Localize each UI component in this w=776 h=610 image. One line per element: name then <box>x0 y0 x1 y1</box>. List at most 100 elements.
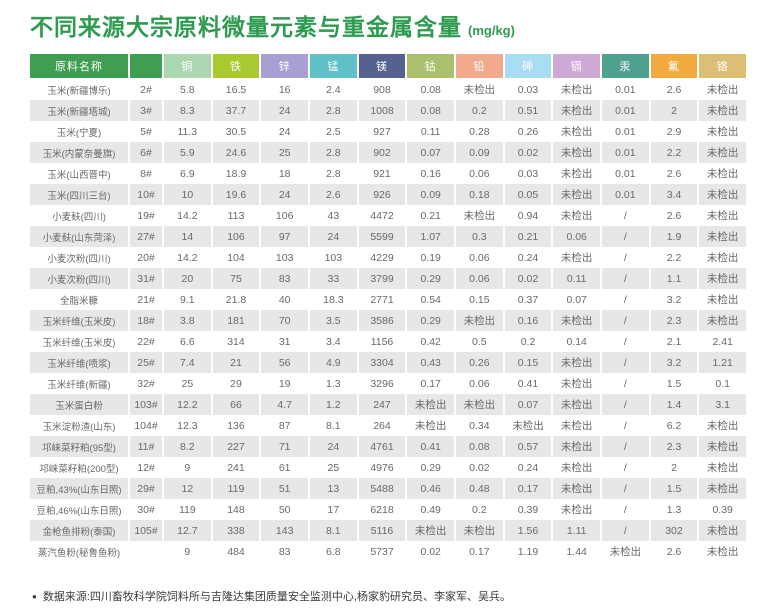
sample-id-cell: 21# <box>130 289 162 310</box>
value-cell-cu: 3.8 <box>164 310 211 331</box>
value-cell-mg: 6218 <box>358 499 406 520</box>
column-header-co: 钴 <box>407 54 454 78</box>
table-row: 小麦次粉(四川) 31# 20 75 83 33 3799 0.29 0.06 0.02 0.11/… <box>30 268 746 289</box>
value-cell-cd: 未检出 <box>553 100 600 121</box>
value-cell-pb: 未检出 <box>456 310 503 331</box>
table-row: 玉米蛋白粉 103# 12.2 66 4.7 1.2 247 未检出 未检出 0.07 未检出/1.… <box>30 394 746 415</box>
value-cell-cu: 8.3 <box>164 100 211 121</box>
value-cell-as: 0.2 <box>504 331 552 352</box>
value-cell-as: 1.56 <box>504 520 552 541</box>
value-cell-cu: 20 <box>164 268 211 289</box>
value-cell-f: 1.9 <box>650 226 698 247</box>
value-cell-hg: 0.01 <box>602 142 649 163</box>
value-cell-co: 0.49 <box>407 499 454 520</box>
material-name-cell: 全脂米糠 <box>30 289 128 310</box>
value-cell-cu: 119 <box>164 499 211 520</box>
value-cell-mn: 3.5 <box>310 310 357 331</box>
value-cell-co: 0.42 <box>407 331 454 352</box>
value-cell-mg: 1156 <box>358 331 406 352</box>
value-cell-co: 0.17 <box>407 373 454 394</box>
column-header-cr: 铬 <box>699 54 746 78</box>
table-row: 小麦麸(山东菏泽) 27# 14 106 97 24 5599 1.07 0.3 0.21 0.06… <box>30 226 746 247</box>
table-row: 豆粕,46%(山东日照) 30# 119 148 50 17 6218 0.49 0.2 0.39… <box>30 499 746 520</box>
value-cell-zn: 40 <box>261 289 308 310</box>
value-cell-zn: 83 <box>261 541 308 562</box>
value-cell-mg: 5488 <box>358 478 406 499</box>
value-cell-mn: 3.4 <box>310 331 357 352</box>
value-cell-cr: 未检出 <box>699 436 746 457</box>
value-cell-zn: 71 <box>261 436 308 457</box>
column-header-pb: 铅 <box>456 54 503 78</box>
value-cell-cd: 未检出 <box>553 499 600 520</box>
sample-id-cell: 104# <box>130 415 162 436</box>
value-cell-mg: 5599 <box>358 226 406 247</box>
value-cell-fe: 119 <box>212 478 260 499</box>
value-cell-cr: 未检出 <box>699 100 746 121</box>
value-cell-mg: 926 <box>358 184 406 205</box>
value-cell-cr: 未检出 <box>699 520 746 541</box>
value-cell-cr: 未检出 <box>699 415 746 436</box>
material-name-cell: 邛崃菜籽粕(200型) <box>30 457 128 478</box>
value-cell-mg: 4229 <box>358 247 406 268</box>
material-name-cell: 豆粕,46%(山东日照) <box>30 499 128 520</box>
value-cell-mn: 2.8 <box>310 142 357 163</box>
value-cell-co: 0.11 <box>407 121 454 142</box>
value-cell-pb: 未检出 <box>456 205 503 226</box>
value-cell-pb: 0.08 <box>456 436 503 457</box>
material-name-cell: 小麦次粉(四川) <box>30 268 128 289</box>
table-row: 邛崃菜籽粕(200型) 12# 9 241 61 25 4976 0.29 0.02 0.24 未检… <box>30 457 746 478</box>
value-cell-co: 0.21 <box>407 205 454 226</box>
sample-id-cell: 105# <box>130 520 162 541</box>
value-cell-pb: 0.06 <box>456 247 503 268</box>
value-cell-mg: 5116 <box>358 520 406 541</box>
value-cell-fe: 21.8 <box>212 289 260 310</box>
value-cell-cr: 未检出 <box>699 121 746 142</box>
bullet-icon: ● <box>32 591 37 601</box>
value-cell-mg: 1008 <box>358 100 406 121</box>
sample-id-cell: 3# <box>130 100 162 121</box>
material-name-cell: 玉米(山西晋中) <box>30 163 128 184</box>
value-cell-cd: 未检出 <box>553 436 600 457</box>
value-cell-cu: 7.4 <box>164 352 211 373</box>
value-cell-cr: 未检出 <box>699 79 746 100</box>
value-cell-f: 2.3 <box>650 436 698 457</box>
value-cell-as: 0.17 <box>504 478 552 499</box>
column-header-zn: 锌 <box>261 54 308 78</box>
value-cell-pb: 0.02 <box>456 457 503 478</box>
value-cell-as: 0.57 <box>504 436 552 457</box>
value-cell-mn: 24 <box>310 436 357 457</box>
value-cell-cd: 未检出 <box>553 352 600 373</box>
value-cell-mn: 24 <box>310 226 357 247</box>
value-cell-cu: 9 <box>164 541 211 562</box>
value-cell-cu: 14.2 <box>164 247 211 268</box>
value-cell-cu: 14.2 <box>164 205 211 226</box>
value-cell-zn: 4.7 <box>261 394 308 415</box>
value-cell-zn: 16 <box>261 79 308 100</box>
value-cell-cd: 1.11 <box>553 520 600 541</box>
value-cell-cu: 8.2 <box>164 436 211 457</box>
value-cell-mg: 3296 <box>358 373 406 394</box>
value-cell-zn: 83 <box>261 268 308 289</box>
sample-id-cell: 19# <box>130 205 162 226</box>
material-name-cell: 玉米纤维(喷浆) <box>30 352 128 373</box>
value-cell-cr: 未检出 <box>699 478 746 499</box>
value-cell-hg: 0.01 <box>602 100 649 121</box>
table-row: 玉米纤维(喷浆) 25# 7.4 21 56 4.9 3304 0.43 0.26 0.15 未检出… <box>30 352 746 373</box>
value-cell-as: 0.26 <box>504 121 552 142</box>
value-cell-cr: 未检出 <box>699 310 746 331</box>
value-cell-hg: / <box>602 268 649 289</box>
value-cell-fe: 21 <box>212 352 260 373</box>
column-header-hg: 汞 <box>602 54 649 78</box>
value-cell-fe: 227 <box>212 436 260 457</box>
sample-id-cell: 27# <box>130 226 162 247</box>
value-cell-fe: 113 <box>212 205 260 226</box>
value-cell-f: 2.6 <box>650 205 698 226</box>
value-cell-pb: 未检出 <box>456 79 503 100</box>
value-cell-fe: 338 <box>212 520 260 541</box>
table-row: 玉米纤维(玉米皮) 22# 6.6 314 31 3.4 1156 0.42 0.5 0.2 0.1… <box>30 331 746 352</box>
value-cell-mn: 2.6 <box>310 184 357 205</box>
value-cell-hg: / <box>602 310 649 331</box>
value-cell-cr: 未检出 <box>699 163 746 184</box>
value-cell-cd: 未检出 <box>553 142 600 163</box>
